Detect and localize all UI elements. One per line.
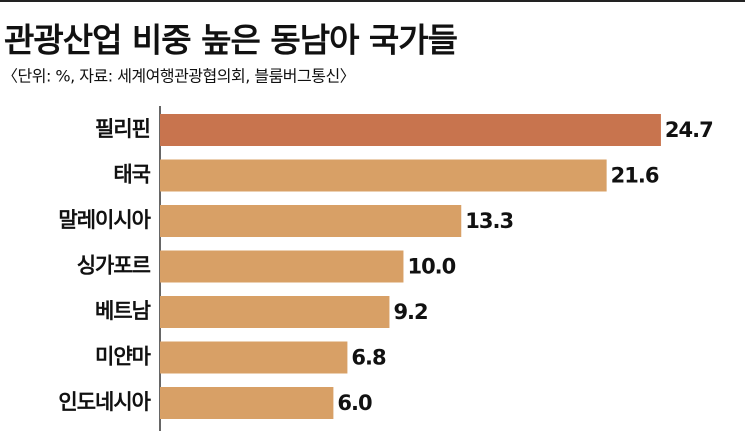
category-label: 인도네시아 xyxy=(58,390,151,414)
value-label: 10.0 xyxy=(407,255,455,279)
category-label: 필리핀 xyxy=(95,117,150,141)
bar xyxy=(160,341,348,374)
value-label: 13.3 xyxy=(465,209,513,233)
bar xyxy=(160,296,390,328)
value-label: 6.0 xyxy=(337,391,372,415)
value-label: 21.6 xyxy=(611,164,659,188)
bar xyxy=(160,205,462,237)
category-label: 말레이시아 xyxy=(58,208,151,232)
value-label: 6.8 xyxy=(351,346,386,370)
bar xyxy=(160,250,404,283)
chart-title: 관광산업 비중 높은 동남아 국가들 xyxy=(4,21,458,60)
category-label: 미얀마 xyxy=(95,345,152,369)
category-label: 베트남 xyxy=(95,299,151,323)
bar xyxy=(160,114,661,146)
value-label: 9.2 xyxy=(393,300,427,324)
chart-subtitle: 〈단위: %, 자료: 세계여행관광협의회, 블룸버그통신〉 xyxy=(2,67,355,86)
category-label: 싱가포르 xyxy=(77,254,151,278)
bar xyxy=(160,159,607,192)
value-label: 24.7 xyxy=(665,118,713,142)
category-label: 태국 xyxy=(113,163,150,187)
bar xyxy=(160,387,334,419)
